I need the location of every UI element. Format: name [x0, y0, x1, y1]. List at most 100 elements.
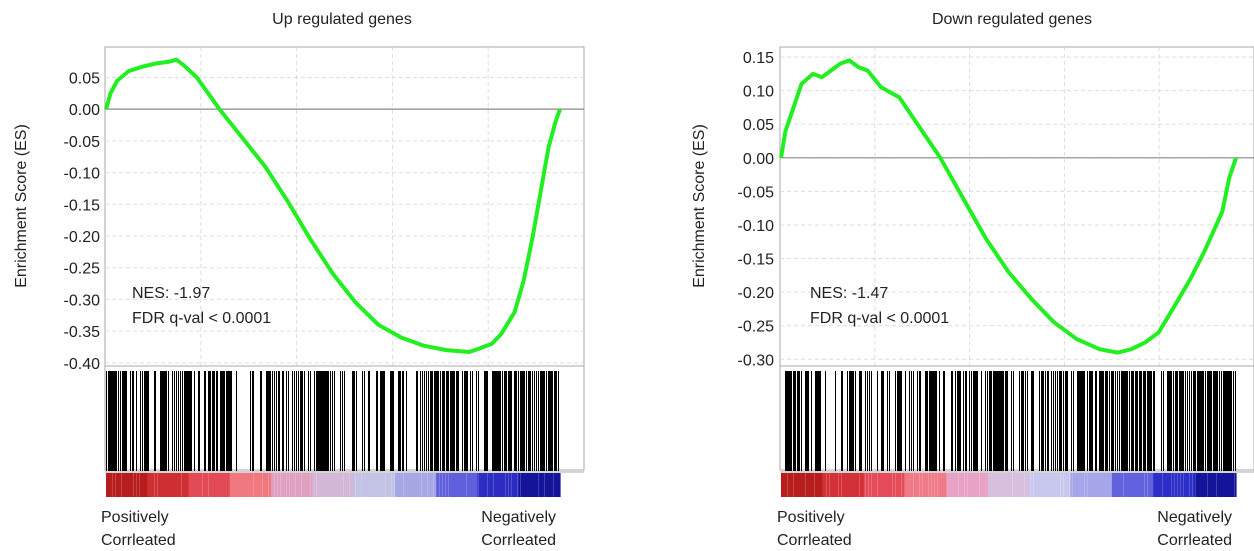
gene-hit	[1175, 371, 1177, 471]
colorbar-stripe	[931, 473, 932, 497]
gene-hit	[190, 371, 192, 471]
gene-hit	[925, 371, 927, 471]
gene-hit	[168, 371, 169, 471]
gene-hit	[132, 371, 134, 471]
gene-hit	[174, 371, 175, 471]
gene-hit	[899, 371, 901, 471]
gene-hit	[933, 371, 935, 471]
gene-hit	[1051, 371, 1052, 471]
gene-hit	[819, 371, 821, 471]
gene-hit	[1115, 371, 1116, 471]
gene-hit	[1191, 371, 1192, 471]
gene-hit	[1041, 371, 1043, 471]
gene-hit	[544, 371, 545, 471]
gene-hit	[825, 371, 826, 471]
colorbar-stripe	[1144, 473, 1145, 497]
gene-hit	[476, 371, 477, 471]
colorbar-segment	[106, 473, 148, 497]
x-right-label-line1: Negatively	[1157, 509, 1232, 526]
gene-hit	[909, 371, 910, 471]
gene-hit	[236, 371, 237, 471]
gene-hit	[1187, 371, 1188, 471]
gene-hit	[444, 371, 445, 471]
y-tick-label: 0.05	[743, 117, 774, 134]
colorbar-stripe	[1123, 473, 1124, 497]
gene-hit	[897, 371, 899, 471]
gene-hit	[296, 371, 297, 471]
gene-hit	[288, 371, 289, 471]
colorbar-segment	[271, 473, 313, 497]
gene-hit	[106, 371, 107, 471]
gene-hit	[122, 371, 124, 471]
y-tick-label: -0.15	[64, 197, 101, 214]
colorbar-stripe	[787, 473, 788, 497]
gene-hit	[1189, 371, 1190, 471]
gene-hit	[534, 371, 535, 471]
colorbar-segment	[436, 473, 479, 497]
colorbar-stripe	[979, 473, 980, 497]
gene-hit	[1061, 371, 1062, 471]
gene-hit	[222, 371, 224, 471]
gene-hit	[785, 371, 787, 471]
y-tick-label: -0.25	[64, 261, 101, 278]
gene-hit	[442, 371, 444, 471]
gene-hit	[1205, 371, 1206, 471]
gene-hit	[130, 371, 131, 471]
x-right-label-line2: Corrleated	[1157, 532, 1232, 549]
gene-hit	[931, 371, 933, 471]
gene-hit	[362, 371, 363, 471]
gene-hit	[1225, 371, 1227, 471]
gene-hit	[1111, 371, 1113, 471]
gene-hit	[1045, 371, 1046, 471]
gene-hit	[1215, 371, 1217, 471]
colorbar-stripe	[829, 473, 830, 497]
gene-hit	[392, 371, 394, 471]
y-tick-label: -0.20	[64, 229, 101, 246]
colorbar-stripe	[139, 473, 140, 497]
gene-hit	[276, 371, 277, 471]
colorbar-stripe	[1180, 473, 1181, 497]
colorbar-stripe	[928, 473, 929, 497]
gene-hit	[172, 371, 173, 471]
gene-hit	[1003, 371, 1004, 471]
colorbar-stripe	[520, 473, 521, 497]
gene-hit	[1043, 371, 1044, 471]
gene-hit	[486, 371, 488, 471]
gene-hit	[1007, 371, 1008, 471]
gene-hit	[1089, 371, 1091, 471]
gene-hit	[194, 371, 195, 471]
gene-hit	[216, 371, 218, 471]
colorbar-stripe	[289, 473, 290, 497]
colorbar-segment	[863, 473, 906, 497]
x-left-label-line2: Corrleated	[777, 532, 852, 549]
gene-hit	[1145, 371, 1146, 471]
gene-hit	[1119, 371, 1120, 471]
gene-hit	[1153, 371, 1155, 471]
colorbar-stripe	[439, 473, 440, 497]
colorbar-stripe	[865, 473, 866, 497]
colorbar-stripe	[1192, 473, 1193, 497]
gene-hit	[889, 371, 890, 471]
gene-hit	[320, 371, 322, 471]
gene-hit	[877, 371, 878, 471]
gene-hit	[929, 371, 931, 471]
gene-hit	[448, 371, 449, 471]
gene-hit	[210, 371, 211, 471]
gene-hit	[398, 371, 400, 471]
y-tick-label: 0.05	[69, 70, 100, 87]
gene-hit	[496, 371, 498, 471]
colorbar-stripe	[295, 473, 296, 497]
gene-hit	[795, 371, 796, 471]
gene-hit	[1223, 371, 1225, 471]
gene-hit	[516, 371, 517, 471]
gene-hit	[352, 371, 354, 471]
colorbar-stripe	[157, 473, 158, 497]
gene-hit	[294, 371, 295, 471]
gene-hit	[1107, 371, 1108, 471]
colorbar-segment	[1194, 473, 1237, 497]
gene-hit	[871, 371, 872, 471]
gene-hit	[472, 371, 473, 471]
colorbar-stripe	[433, 473, 434, 497]
gene-hit	[120, 371, 121, 471]
gene-hit	[1219, 371, 1220, 471]
